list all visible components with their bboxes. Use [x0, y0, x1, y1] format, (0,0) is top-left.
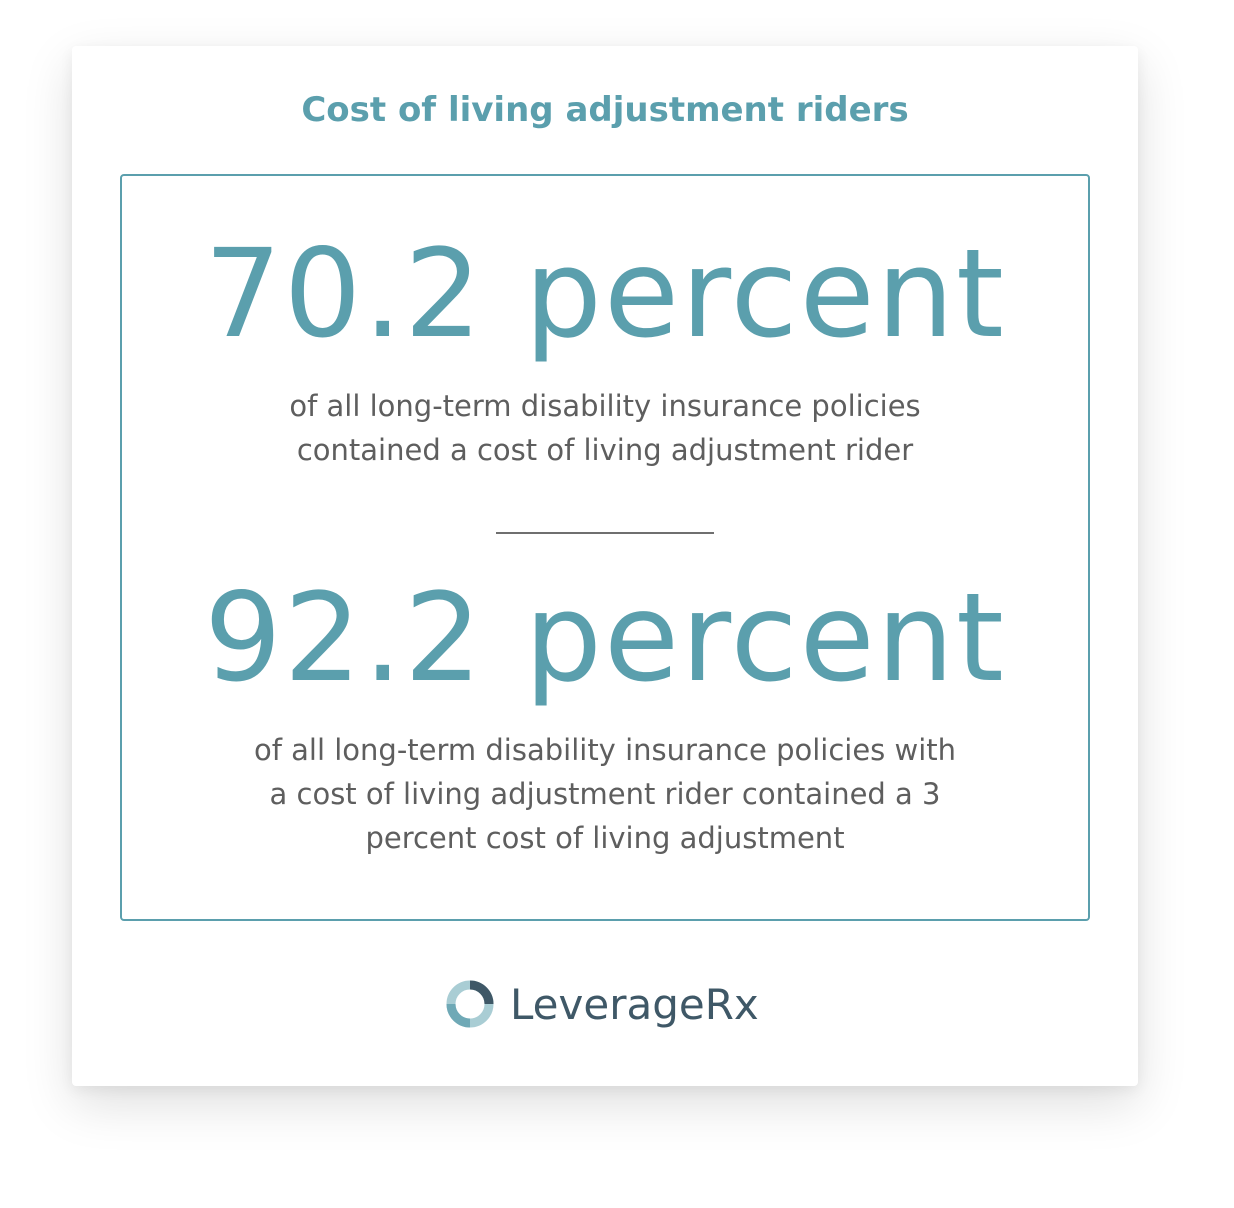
brand-name: LeverageRx: [510, 979, 759, 1029]
stat-value-first: 70.2 percent: [204, 223, 1006, 365]
stat-description-line: percent cost of living adjustment: [365, 821, 845, 855]
stat-description-second: of all long-term disability insurance po…: [205, 728, 1005, 860]
stats-box: 70.2 percent of all long-term disability…: [120, 174, 1090, 921]
stat-description-line: of all long-term disability insurance po…: [253, 733, 957, 767]
brand-logo: LeverageRx: [442, 976, 759, 1032]
stat-description-line: contained a cost of living adjustment ri…: [296, 433, 914, 467]
stat-description-line: of all long-term disability insurance po…: [289, 389, 921, 423]
infographic-title: Cost of living adjustment riders: [301, 90, 909, 130]
ring-logo-icon: [446, 980, 494, 1028]
stat-description-first: of all long-term disability insurance po…: [205, 384, 1005, 472]
stat-description-line: a cost of living adjustment rider contai…: [269, 777, 941, 811]
infographic-card: Cost of living adjustment riders 70.2 pe…: [72, 46, 1138, 1086]
divider: [496, 532, 714, 534]
stat-value-second: 92.2 percent: [204, 567, 1006, 709]
